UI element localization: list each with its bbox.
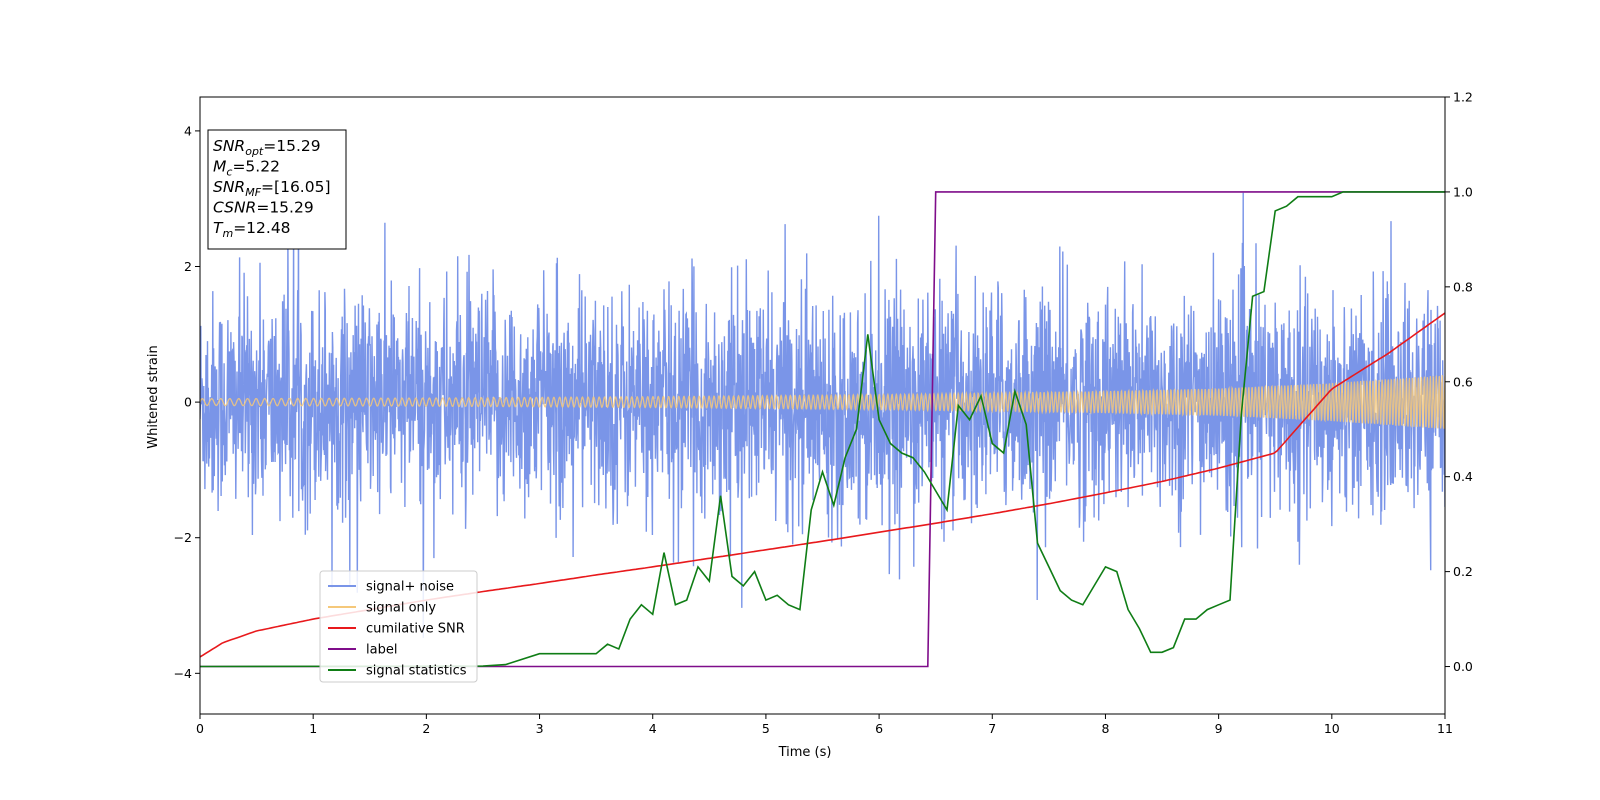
y-tick-label: 4 (184, 123, 192, 138)
series-label (200, 191, 1445, 668)
annotation-box: SNRopt=15.29Mc=5.22SNRMF=[16.05]CSNR=15.… (207, 129, 347, 250)
series-signal-noise (200, 192, 1445, 638)
legend-label: cumilative SNR (366, 622, 465, 637)
x-tick-label: 7 (988, 721, 996, 736)
x-tick-label: 0 (196, 721, 204, 736)
legend-label: signal only (366, 601, 436, 616)
x-tick-label: 3 (536, 721, 544, 736)
x-tick-label: 6 (875, 721, 883, 736)
y2-tick-label: 1.0 (1453, 184, 1473, 199)
y-tick-label: −2 (174, 530, 192, 545)
annotation-line: Mc=5.22 (213, 158, 280, 179)
x-tick-label: 11 (1437, 721, 1453, 736)
x-tick-label: 4 (649, 721, 657, 736)
annotation-line: CSNR=15.29 (213, 199, 314, 217)
y2-tick-label: 1.2 (1453, 90, 1473, 105)
x-tick-label: 8 (1101, 721, 1109, 736)
annotation-line: SNRMF=[16.05] (213, 178, 331, 199)
series-signal-statistics (200, 191, 1445, 668)
annotation-line: Tm=12.48 (213, 219, 291, 240)
y2-tick-label: 0.2 (1453, 564, 1473, 579)
legend-label: signal+ noise (366, 580, 454, 595)
y2-tick-label: 0.8 (1453, 279, 1473, 294)
annotation-line: SNRopt=15.29 (213, 137, 321, 158)
y-tick-label: −4 (174, 666, 192, 681)
legend-label: signal statistics (366, 664, 467, 679)
plot-frame (199, 96, 1446, 715)
y-axis-label: Whitened strain (146, 345, 161, 448)
x-tick-label: 2 (422, 721, 430, 736)
y2-tick-label: 0.0 (1453, 659, 1473, 674)
x-tick-label: 1 (309, 721, 317, 736)
x-axis-label: Time (s) (778, 745, 832, 760)
x-tick-label: 10 (1324, 721, 1340, 736)
y-tick-label: 2 (184, 259, 192, 274)
legend: signal+ noise signal only cumilative SNR la… (319, 570, 478, 683)
y2-tick-label: 0.6 (1453, 374, 1473, 389)
x-tick-label: 5 (762, 721, 770, 736)
y2-tick-label: 0.4 (1453, 469, 1473, 484)
series-signal-only (200, 375, 1445, 429)
legend-label: label (366, 643, 397, 658)
x-tick-label: 9 (1215, 721, 1223, 736)
y-tick-label: 0 (184, 395, 192, 410)
